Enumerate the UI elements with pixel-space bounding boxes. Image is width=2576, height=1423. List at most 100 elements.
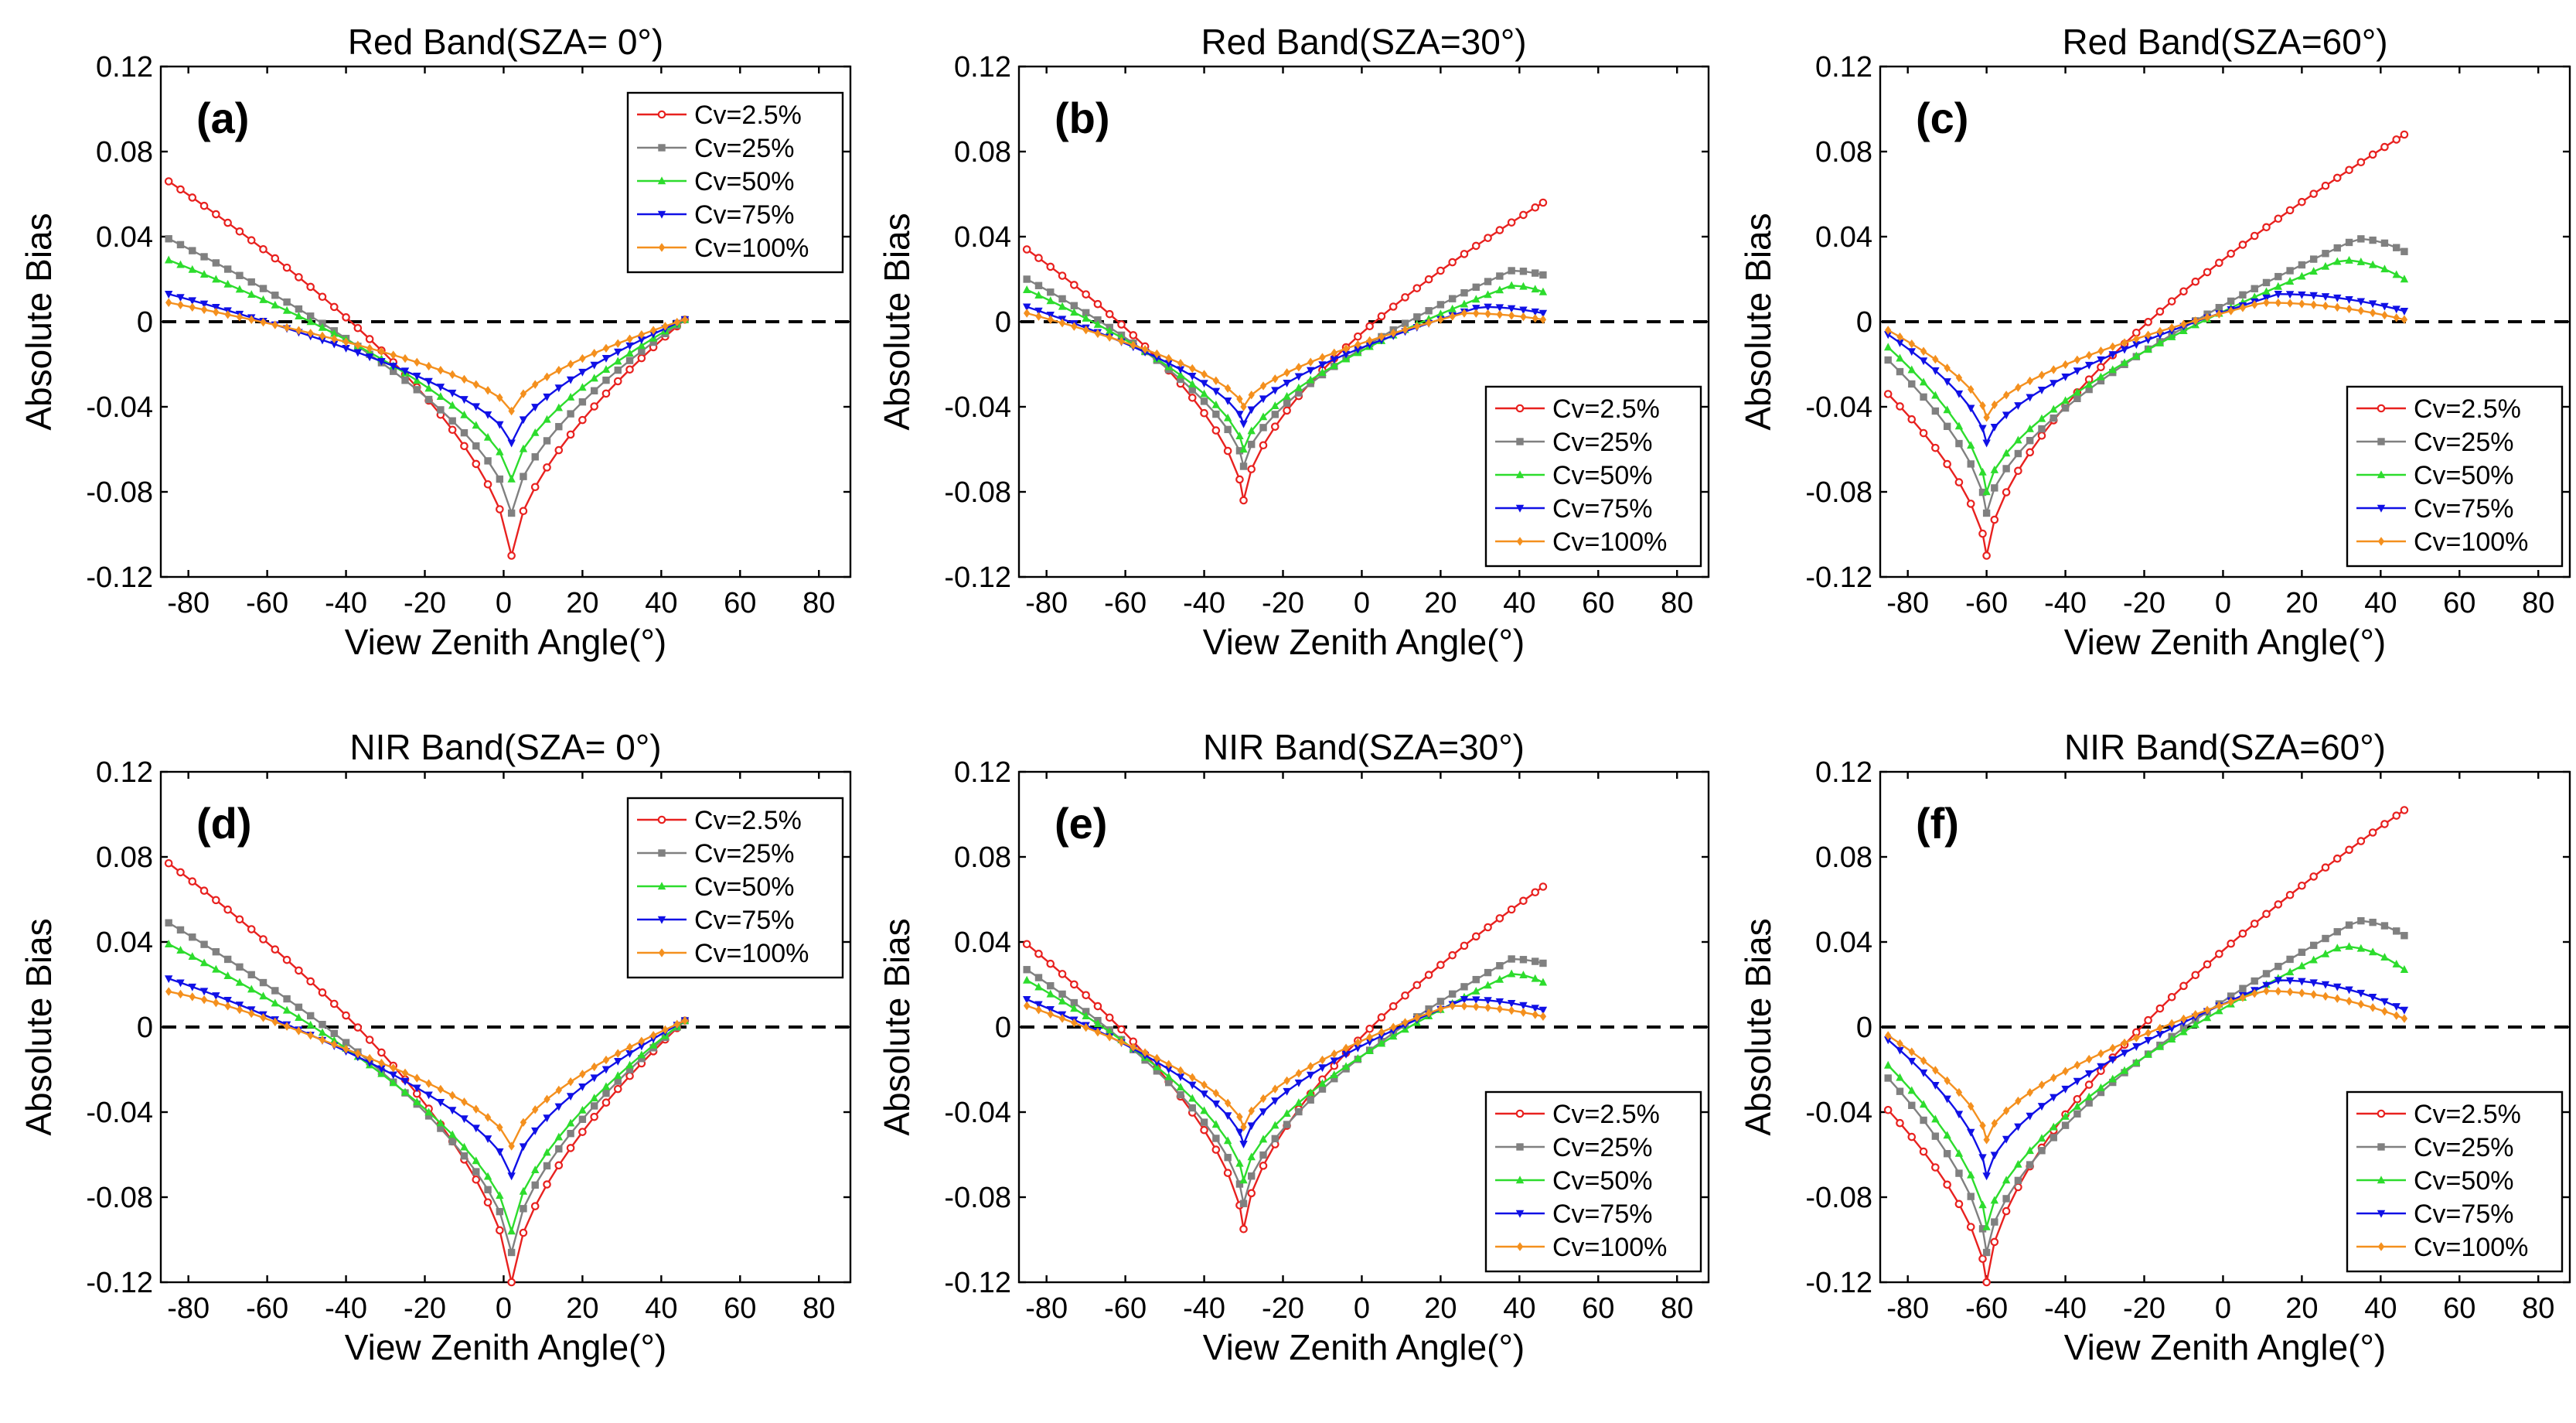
data-point bbox=[330, 329, 339, 337]
data-point bbox=[681, 315, 689, 324]
series-line bbox=[1887, 979, 2405, 1179]
data-point bbox=[578, 415, 587, 425]
data-point bbox=[507, 439, 516, 448]
data-point bbox=[2144, 318, 2152, 326]
data-point bbox=[1436, 266, 1445, 275]
data-point bbox=[2369, 308, 2377, 318]
data-point bbox=[2215, 950, 2223, 958]
legend-marker bbox=[2377, 404, 2386, 413]
data-point bbox=[2133, 1033, 2140, 1043]
data-point bbox=[2380, 302, 2389, 311]
data-point bbox=[1908, 1047, 1915, 1056]
legend-entry: Cv=2.5% bbox=[637, 101, 802, 130]
y-tick-label: -0.12 bbox=[1805, 1267, 1872, 1299]
data-point bbox=[2132, 341, 2141, 350]
data-point bbox=[496, 421, 504, 429]
data-point bbox=[1967, 1128, 1975, 1137]
data-point bbox=[199, 270, 209, 278]
data-point bbox=[1271, 1135, 1279, 1143]
x-tick-label: 60 bbox=[2443, 587, 2475, 619]
data-point bbox=[377, 1065, 386, 1073]
data-point bbox=[2061, 396, 2070, 404]
data-point bbox=[566, 392, 575, 401]
data-point bbox=[437, 365, 445, 375]
data-point bbox=[1982, 551, 1991, 560]
data-point bbox=[1982, 487, 1991, 496]
legend: Cv=2.5% Cv=25% Cv=50%Cv=75% Cv=100% bbox=[1484, 1090, 1702, 1273]
x-tick-label: 20 bbox=[1424, 587, 1457, 619]
data-point bbox=[1046, 989, 1055, 998]
data-point bbox=[2345, 296, 2353, 304]
data-point bbox=[377, 1069, 386, 1077]
data-point bbox=[1896, 402, 1904, 411]
data-point bbox=[1200, 398, 1208, 405]
data-point bbox=[2062, 360, 2069, 370]
data-point bbox=[1884, 1074, 1892, 1082]
data-point bbox=[2401, 315, 2408, 324]
data-point bbox=[1223, 446, 1232, 456]
data-point bbox=[1448, 990, 1457, 998]
data-point bbox=[1235, 1180, 1244, 1188]
data-point bbox=[424, 395, 433, 404]
data-point bbox=[1401, 991, 1409, 1000]
data-point bbox=[2050, 380, 2058, 388]
data-point bbox=[1318, 1079, 1327, 1087]
panel-b: Red Band(SZA=30°) -80 -60 -40 -20 0 20 40 60 80 -0… bbox=[877, 22, 1710, 662]
data-point bbox=[1896, 1087, 1904, 1095]
data-point bbox=[1531, 203, 1540, 212]
data-point bbox=[1982, 1222, 1991, 1230]
x-axis-label: View Zenith Angle(°) bbox=[345, 1327, 666, 1367]
panel-d: NIR Band(SZA= 0°) -80 -60 -40 -20 0 20 40 60 80 -0… bbox=[19, 727, 852, 1367]
data-point bbox=[472, 1156, 480, 1165]
data-point bbox=[1046, 296, 1055, 305]
data-point bbox=[649, 1031, 657, 1040]
data-point bbox=[2002, 1206, 2011, 1216]
data-point bbox=[1200, 380, 1208, 388]
data-point bbox=[2251, 292, 2259, 301]
data-point bbox=[1883, 390, 1893, 398]
series-3 bbox=[1883, 977, 2409, 1181]
data-point bbox=[1978, 1154, 1987, 1162]
x-tick-label: 20 bbox=[1424, 1292, 1457, 1325]
x-tick-label: 80 bbox=[2522, 1292, 2554, 1325]
data-point bbox=[543, 1180, 551, 1189]
data-point bbox=[2073, 387, 2082, 396]
data-point bbox=[1425, 318, 1433, 328]
series-line bbox=[1887, 302, 2405, 420]
data-point bbox=[1034, 982, 1043, 991]
y-tick-label: -0.12 bbox=[86, 1267, 153, 1299]
data-point bbox=[555, 1145, 563, 1153]
data-point bbox=[1538, 978, 1548, 986]
data-point bbox=[2392, 270, 2401, 278]
data-point bbox=[649, 1040, 658, 1049]
data-point bbox=[1496, 1004, 1504, 1014]
data-point bbox=[2380, 998, 2389, 1006]
legend-marker bbox=[658, 849, 666, 857]
data-point bbox=[1495, 974, 1504, 983]
data-point bbox=[484, 1186, 492, 1193]
data-point bbox=[1519, 210, 1528, 220]
data-point bbox=[331, 334, 338, 344]
data-point bbox=[1460, 996, 1469, 1004]
data-point bbox=[2322, 991, 2329, 1002]
data-point bbox=[1907, 348, 1916, 357]
data-point bbox=[1223, 413, 1232, 421]
legend-marker bbox=[657, 882, 666, 890]
data-point bbox=[614, 1057, 622, 1066]
data-point bbox=[2120, 1049, 2129, 1058]
data-point bbox=[1259, 1108, 1268, 1117]
data-point bbox=[1330, 1070, 1338, 1078]
data-point bbox=[1943, 422, 1951, 431]
data-point bbox=[1283, 379, 1291, 387]
data-point bbox=[224, 1002, 231, 1011]
y-tick-label: 0 bbox=[1856, 1012, 1872, 1044]
data-point bbox=[2356, 257, 2366, 265]
data-point bbox=[1425, 307, 1433, 315]
data-point bbox=[424, 384, 433, 392]
y-tick-label: 0.12 bbox=[954, 51, 1011, 84]
data-point bbox=[212, 992, 220, 1001]
series-line bbox=[1887, 990, 2405, 1143]
y-tick-label: -0.12 bbox=[86, 561, 153, 594]
data-point bbox=[2167, 332, 2176, 340]
data-point bbox=[1896, 332, 1903, 342]
